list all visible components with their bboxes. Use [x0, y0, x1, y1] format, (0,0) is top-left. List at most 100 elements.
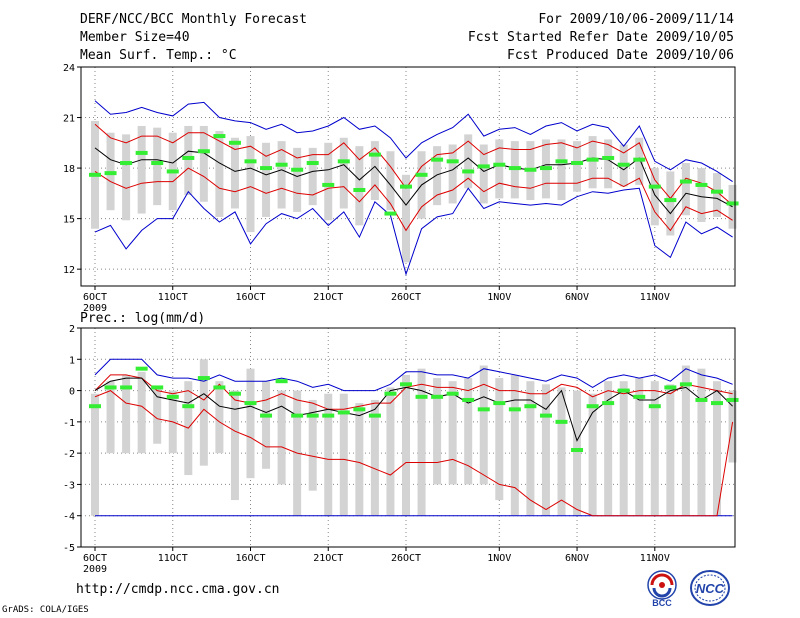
median-marker [182, 404, 195, 409]
ensemble-box [479, 365, 488, 485]
median-marker [602, 401, 615, 406]
upper-spread-line [94, 374, 733, 410]
median-marker [477, 164, 490, 169]
temperature-panel: 12 15 18 21 24 6OCT 11OCT 16OCT 21OCT 26OCT 1NOV 6N… [63, 63, 739, 314]
ensemble-box [510, 374, 519, 516]
ensemble-box [308, 399, 317, 491]
lower-spread-line [94, 167, 733, 232]
median-marker [120, 385, 133, 390]
max-envelope-line [94, 100, 733, 183]
median-marker [337, 159, 350, 164]
median-marker [726, 397, 739, 402]
ensemble-box [106, 381, 115, 454]
ensemble-box [293, 147, 302, 212]
ensemble-box [448, 144, 457, 204]
ensemble-box [681, 365, 690, 516]
median-marker [260, 413, 273, 418]
panel-frame [80, 327, 736, 548]
y-tick-label: -2 [63, 449, 75, 460]
median-marker [135, 366, 148, 371]
y-tick-label: 24 [63, 63, 75, 74]
ensemble-box [557, 387, 566, 516]
footer-url[interactable]: http://cmdp.ncc.cma.gov.cn [76, 582, 280, 597]
y-tick-label: -5 [63, 543, 75, 554]
ensemble-box [230, 390, 239, 501]
ensemble-box [246, 368, 255, 479]
ensemble-box [541, 384, 550, 516]
x-tick-label: 11NOV [640, 553, 670, 564]
median-marker [431, 394, 444, 399]
ensemble-box [495, 378, 504, 501]
x-tick-label: 6NOV [565, 553, 589, 564]
ensemble-box [122, 134, 131, 221]
ensemble-box [199, 359, 208, 466]
y-tick-label: 18 [63, 164, 75, 175]
ensemble-box [635, 378, 644, 516]
median-marker [462, 397, 475, 402]
median-marker [586, 404, 599, 409]
median-marker [493, 162, 506, 167]
ensemble-box [324, 393, 333, 516]
median-marker [275, 162, 288, 167]
variable-bottom-label: Prec.: log(mm/d) [80, 311, 206, 326]
ensemble-box [215, 131, 224, 217]
ensemble-box [230, 137, 239, 209]
x-tick-label: 6OCT [83, 553, 107, 564]
ensemble-box [402, 374, 410, 516]
y-tick-label: 21 [63, 114, 75, 125]
x-tick-label: 21OCT [313, 292, 343, 303]
median-marker [353, 407, 366, 412]
median-marker [726, 201, 739, 206]
median-marker [415, 394, 428, 399]
median-marker [384, 391, 397, 396]
median-marker [166, 394, 179, 399]
median-marker [633, 394, 646, 399]
member-size-label: Member Size=40 [80, 30, 190, 45]
ensemble-box [277, 141, 286, 209]
ensemble-box [573, 141, 582, 192]
ensemble-box [604, 381, 613, 516]
median-marker [648, 404, 661, 409]
ensemble-box [573, 390, 582, 516]
x-tick-label: 1NOV [487, 292, 511, 303]
ensemble-box [355, 403, 364, 516]
ensemble-box [137, 371, 146, 454]
ensemble-box [91, 393, 99, 516]
median-marker [664, 198, 677, 203]
y-tick-label: 1 [69, 355, 75, 366]
ncc-logo-text: NCC [696, 581, 725, 596]
ensemble-box [339, 137, 348, 209]
ncc-logo-icon: NCC [690, 570, 730, 606]
median-marker [260, 166, 273, 171]
median-marker [151, 161, 164, 166]
median-marker [633, 157, 646, 162]
median-marker [617, 388, 630, 393]
ensemble-box [433, 378, 442, 485]
x-tick-label: 1NOV [487, 553, 511, 564]
median-marker [477, 407, 490, 412]
ensemble-box [526, 381, 535, 516]
median-marker [384, 211, 397, 216]
median-marker [508, 166, 521, 171]
median-marker [322, 182, 335, 187]
median-marker [166, 169, 179, 174]
x-tick-label: 11OCT [158, 553, 188, 564]
median-marker [291, 167, 304, 172]
median-marker [400, 382, 412, 387]
forecast-start-date: Fcst Started Refer Date 2009/10/05 [467, 30, 734, 45]
median-marker [415, 172, 428, 177]
ensemble-box [713, 173, 721, 217]
median-marker [151, 385, 164, 390]
x-tick-label: 16OCT [235, 292, 265, 303]
median-marker [571, 161, 584, 166]
ensemble-box [697, 168, 706, 222]
y-tick-label: 12 [63, 265, 75, 276]
year-label: 2009 [83, 303, 107, 314]
median-marker [679, 179, 692, 184]
ensemble-box [728, 390, 737, 463]
median-marker [291, 413, 304, 418]
ensemble-box [681, 163, 690, 216]
median-marker [695, 182, 708, 187]
y-tick-label: -3 [63, 480, 75, 491]
median-marker [337, 410, 350, 415]
